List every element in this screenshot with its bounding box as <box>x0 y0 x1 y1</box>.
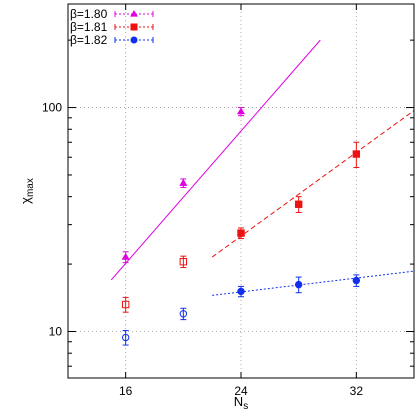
data-point <box>294 280 303 289</box>
y-axis-label: χmax <box>18 178 36 204</box>
fit-line <box>212 270 415 296</box>
data-point <box>179 310 188 318</box>
x-tick-label: 16 <box>119 384 133 398</box>
legend-label: β=1.80 <box>70 7 108 21</box>
data-point <box>352 150 361 158</box>
data-point <box>236 107 246 115</box>
data-point <box>121 252 130 260</box>
legend-marker <box>130 23 138 31</box>
data-point <box>237 229 245 237</box>
x-tick-label: 24 <box>234 384 248 398</box>
points-layer <box>121 107 361 346</box>
data-point <box>179 257 188 266</box>
fit-layer <box>110 39 415 296</box>
x-axis-label-sub: s <box>243 401 248 412</box>
legend-marker <box>130 10 138 17</box>
x-axis-label: Ns <box>234 394 248 412</box>
fit-line <box>110 39 321 281</box>
legend-label: β=1.81 <box>70 20 108 34</box>
data-point <box>237 287 245 296</box>
x-axis-label-main: N <box>234 394 243 409</box>
data-point <box>352 276 361 285</box>
ticks-layer: 16 24 32 10 100 <box>42 4 414 398</box>
fit-line <box>211 110 415 258</box>
y-axis-label-sub: max <box>25 178 36 197</box>
data-point <box>121 333 130 342</box>
y-tick-label: 10 <box>49 325 63 339</box>
y-tick-label: 100 <box>42 101 62 115</box>
data-point <box>179 178 188 186</box>
grid-layer <box>68 4 414 378</box>
legend-layer: β=1.80β=1.81β=1.82 <box>70 7 154 47</box>
legend-label: β=1.82 <box>70 33 108 47</box>
data-point <box>121 300 130 309</box>
x-tick-label: 32 <box>350 384 364 398</box>
data-point <box>294 200 303 208</box>
legend-marker <box>130 36 138 44</box>
y-axis-label-main: χ <box>18 197 33 204</box>
